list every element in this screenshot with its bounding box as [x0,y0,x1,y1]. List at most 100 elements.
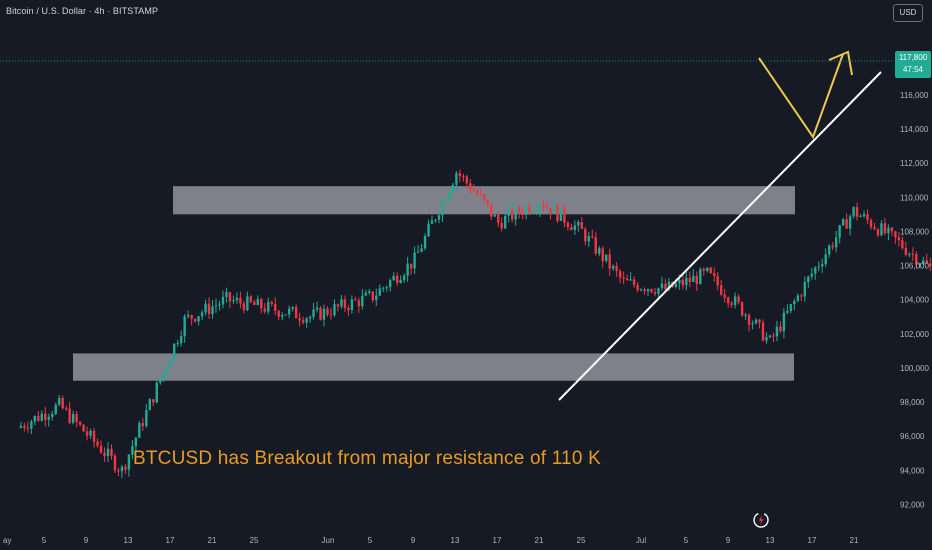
candle-body [221,296,225,305]
candle-body [479,194,482,196]
candle-body [152,399,155,403]
candle-body [204,303,207,313]
candle-body [434,219,437,221]
candle-body [103,452,106,456]
candle-body [197,316,200,322]
candle-body [507,210,510,217]
support-zone [73,353,794,381]
candle-body [803,281,807,297]
candle-body [584,228,587,242]
candle-body [256,299,260,305]
candle-body [653,292,657,294]
y-tick-label: 108,000 [900,227,929,236]
candle-body [172,343,176,360]
candle-body [594,237,597,254]
candle-body [85,431,89,436]
candle-body [120,466,124,472]
candle-body [361,295,364,307]
candle-body [552,205,556,215]
candle-body [601,248,604,261]
candle-body [761,322,765,341]
candle-body [134,437,138,447]
candle-body [78,421,82,425]
candle-body [225,292,228,297]
candle-body [775,326,779,337]
candle-body [901,240,904,249]
candle-body [650,289,653,293]
candle-body [448,191,451,200]
candle-body [929,263,932,267]
candle-body [559,208,563,221]
candle-body [800,295,803,297]
candle-body [890,227,894,232]
candle-body [636,284,639,291]
candle-body [58,398,61,405]
candle-body [615,265,618,272]
candle-body [591,236,594,238]
candle-body [695,275,699,285]
candle-body [409,263,413,269]
x-tick-label: 17 [166,536,175,545]
x-tick-label: 25 [577,536,586,545]
x-tick-label: 21 [208,536,217,545]
candle-body [472,190,476,192]
candle-body [200,312,204,317]
candle-body [455,173,458,185]
candle-body [326,308,329,315]
candle-body [876,229,880,236]
x-tick-label: 5 [684,536,689,545]
candle-body [322,308,326,320]
candle-body [873,227,876,230]
candle-body [503,216,507,229]
currency-button[interactable]: USD [893,4,923,22]
candle-body [96,441,99,446]
candle-body [68,408,71,423]
candle-body [145,410,148,427]
candle-body [549,207,552,215]
candle-body [44,413,47,420]
annotation-text: BTCUSD has Breakout from major resistanc… [133,448,601,469]
candle-body [287,308,291,315]
candle-countdown: 47:54 [902,65,924,74]
candle-body [678,279,681,284]
y-tick-label: 92,000 [900,500,925,509]
candle-body [413,252,416,269]
candle-body [242,303,246,311]
candle-body [824,254,827,265]
candle-body [430,220,434,224]
candle-body [747,314,751,325]
candle-body [441,200,444,216]
projection-path[interactable] [758,53,844,140]
candle-body [343,299,347,308]
candle-body [765,337,768,341]
candle-body [155,382,158,403]
candle-body [64,408,68,410]
candle-body [573,225,577,231]
candle-body [51,413,54,417]
y-tick-label: 102,000 [900,330,929,339]
candle-body [37,415,40,421]
trendline[interactable] [558,71,882,401]
candle-body [514,207,517,220]
candle-body [866,214,869,221]
y-tick-label: 110,000 [900,193,929,202]
candle-body [915,254,918,265]
last-price-value: 117,800 [898,53,928,62]
candle-body [486,200,489,205]
candle-body [793,301,796,305]
candle-body [810,273,813,277]
candle-body [141,422,145,427]
symbol-title[interactable]: Bitcoin / U.S. Dollar · 4h · BITSTAMP [6,6,159,16]
candle-body [284,314,287,316]
candle-body [336,304,340,307]
x-tick-label: 5 [42,536,47,545]
candle-body [33,415,37,422]
tradingview-logo-icon[interactable] [752,511,770,529]
candle-body [329,314,333,316]
candle-body [834,237,838,248]
x-tick-label: 13 [451,536,460,545]
candle-body [183,316,186,337]
candle-body [462,176,465,178]
candle-body [618,271,622,278]
